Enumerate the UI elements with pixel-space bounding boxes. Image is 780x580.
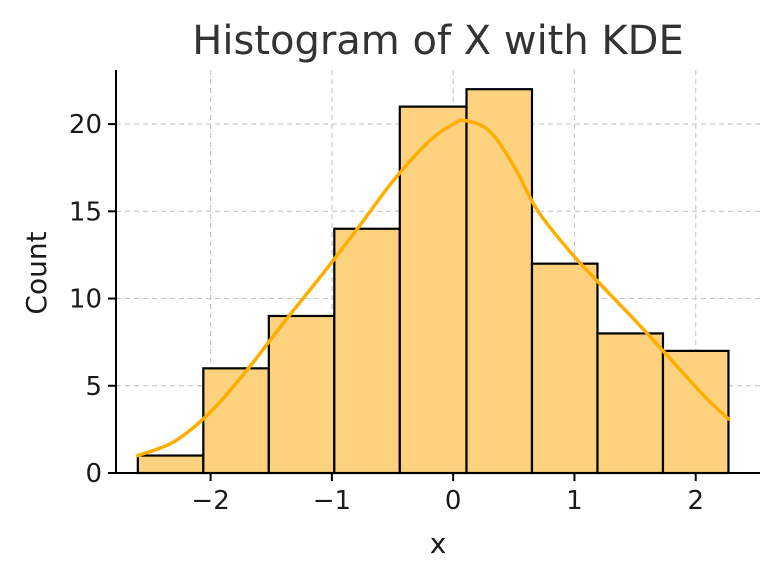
chart-title: Histogram of X with KDE (192, 18, 683, 64)
y-tick-label: 10 (69, 285, 102, 315)
histogram-bar-1 (136, 454, 205, 475)
y-tick-label: 0 (85, 459, 102, 489)
y-axis-label: Count (20, 231, 53, 314)
histogram-bar-7 (530, 262, 599, 475)
histogram-bar-4 (333, 227, 401, 475)
kde-layer (136, 118, 731, 458)
x-tick-label: −1 (313, 486, 351, 516)
y-tick-label: 5 (85, 372, 102, 402)
x-tick-label: 0 (445, 486, 462, 516)
y-tick-label: 15 (69, 197, 102, 227)
histogram-bar-6 (465, 88, 534, 475)
kde-curve (136, 118, 731, 458)
x-axis-label: x (430, 527, 447, 560)
histogram-bar-9 (661, 349, 730, 475)
histogram-bar-8 (596, 332, 665, 475)
x-tick-label: −2 (191, 486, 229, 516)
bars-layer (136, 88, 730, 475)
histogram-bar-3 (267, 314, 336, 475)
x-tick-label: 2 (687, 486, 704, 516)
x-tick-label: 1 (566, 486, 583, 516)
y-tick-label: 20 (69, 110, 102, 140)
